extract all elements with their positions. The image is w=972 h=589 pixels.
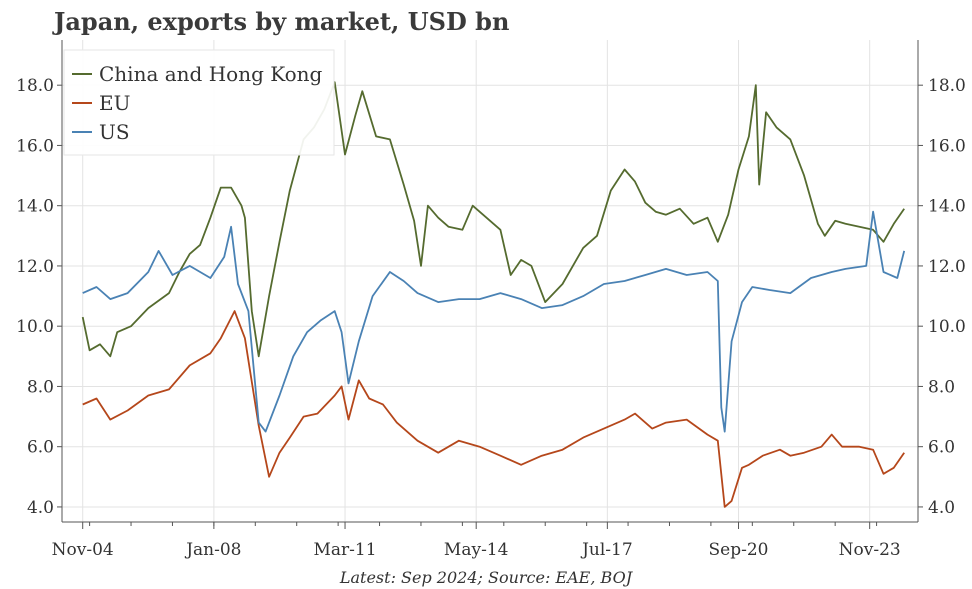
series-layer [81,81,906,508]
y-tick-label-left: 12.0 [16,257,54,277]
y-tick-label-left: 14.0 [16,197,54,217]
grid-layer [62,40,918,522]
x-tick-label: Sep-20 [709,540,769,560]
y-tick-label-left: 18.0 [16,76,54,96]
legend-label-china_hk: China and Hong Kong [99,62,323,86]
y-tick-label-left: 8.0 [27,377,54,397]
series-line-china_hk [81,81,905,358]
y-tick-label-right: 4.0 [928,498,955,518]
y-tick-label-right: 16.0 [928,136,966,156]
legend: China and Hong Kong EU US [63,49,335,156]
y-tick-label-left: 16.0 [16,136,54,156]
y-tick-label-right: 18.0 [928,76,966,96]
x-tick-label: May-14 [444,540,509,560]
x-tick-label: Jul-17 [580,540,633,560]
x-tick-label: Nov-23 [839,540,901,560]
y-tick-label-right: 10.0 [928,317,966,337]
y-tick-label-right: 12.0 [928,257,966,277]
legend-box [63,49,335,156]
y-tick-label-right: 14.0 [928,197,966,217]
source-note: Latest: Sep 2024; Source: EAE, BOJ [339,568,634,587]
y-tick-label-right: 8.0 [928,377,955,397]
y-tick-label-right: 6.0 [928,438,955,458]
x-tick-label: Nov-04 [52,540,114,560]
series-line-us [82,210,906,433]
y-tick-label-left: 10.0 [16,317,54,337]
legend-label-eu: EU [99,91,130,115]
chart-title: Japan, exports by market, USD bn [52,7,509,36]
y-tick-label-left: 4.0 [27,498,54,518]
y-tick-label-left: 6.0 [27,438,54,458]
x-tick-label: Jan-08 [184,540,241,560]
x-tick-label: Mar-11 [314,540,377,560]
legend-label-us: US [99,120,130,144]
axes-layer: 4.0 4.0 6.0 6.0 8.0 8.0 10.0 10.0 12.0 12.0 14.0 14… [16,40,966,560]
series-line-eu [82,310,905,508]
